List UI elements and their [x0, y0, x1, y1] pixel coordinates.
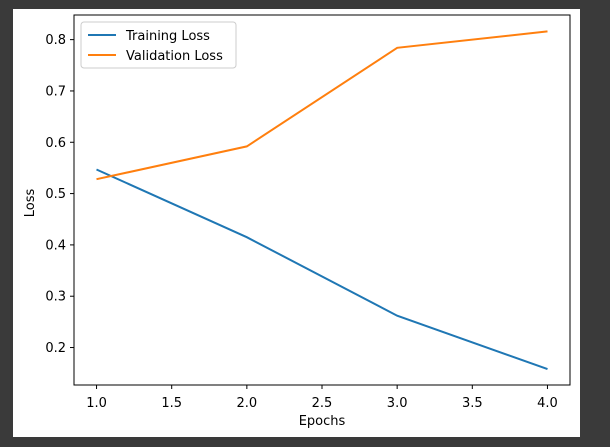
y-axis: 0.2 0.3 0.4 0.5 0.6 0.7 0.8 [45, 33, 74, 356]
x-tick-label: 2.5 [312, 396, 333, 411]
series-layer [96, 30, 548, 371]
x-axis-label: Epochs [299, 414, 346, 429]
x-tick-label: 4.0 [537, 396, 558, 411]
y-tick-label: 0.4 [45, 238, 66, 253]
y-tick-label: 0.3 [45, 290, 66, 305]
y-tick-label: 0.8 [45, 33, 66, 48]
x-tick-label: 2.0 [237, 396, 258, 411]
legend-frame [80, 21, 237, 69]
x-tick-label: 3.0 [387, 396, 408, 411]
y-tick-label: 0.6 [45, 136, 66, 151]
legend: Training Loss Validation Loss [80, 21, 237, 69]
y-tick-label: 0.2 [45, 341, 66, 356]
series-line-training-loss [96, 168, 548, 371]
x-tick-label: 3.5 [462, 396, 483, 411]
y-tick-label: 0.7 [45, 84, 66, 99]
series-line-validation-loss [96, 30, 548, 181]
y-tick-label: 0.5 [45, 187, 66, 202]
legend-label-training-loss: Training Loss [125, 29, 210, 44]
x-tick-label: 1.0 [86, 396, 107, 411]
legend-label-validation-loss: Validation Loss [126, 49, 223, 64]
x-axis: 1.0 1.5 2.0 2.5 3.0 3.5 4.0 [86, 385, 558, 411]
figure-background [13, 9, 580, 437]
y-axis-label: Loss [23, 189, 38, 218]
x-tick-label: 1.5 [161, 396, 182, 411]
